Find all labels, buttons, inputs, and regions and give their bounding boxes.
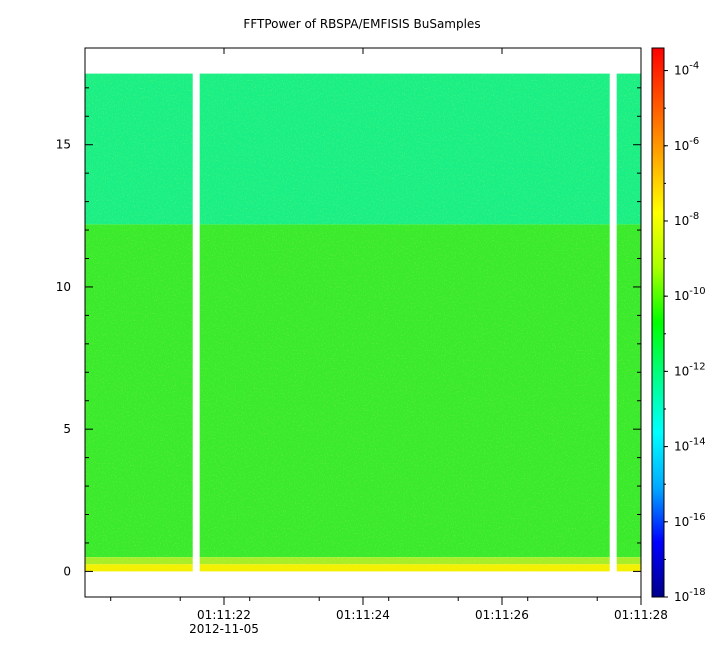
colorbar-tick-label: 10-6 (674, 136, 699, 153)
x-tick-label: 01:11:26 (475, 608, 529, 622)
spectrogram-texture (85, 73, 641, 572)
x-tick-label: 01:11:24 (336, 608, 390, 622)
data-gap (609, 72, 617, 573)
plot-area (84, 47, 642, 598)
colorbar-scale (651, 47, 665, 598)
x-tick-label: 01:11:28 (614, 608, 668, 622)
x-date-label: 2012-11-05 (189, 622, 259, 636)
chart-title: FFTPower of RBSPA/EMFISIS BuSamples (243, 17, 481, 31)
y-axis: 0 5 10 15 (56, 87, 641, 578)
y-tick-label: 5 (63, 422, 71, 436)
colorbar-tick-label: 10-16 (674, 512, 706, 529)
x-axis: 01:11:22 01:11:24 01:11:26 01:11:28 2012-11-… (110, 48, 668, 636)
y-tick-label: 10 (56, 280, 71, 294)
colorbar: 10-18 10-16 10-14 10-12 10-10 10-8 10-6 10-4 (651, 47, 706, 604)
x-tick-label: 01:11:22 (197, 608, 251, 622)
colorbar-tick-label: 10-4 (674, 61, 699, 78)
colorbar-tick-label: 10-10 (674, 286, 706, 303)
colorbar-tick-label: 10-12 (674, 361, 706, 378)
colorbar-tick-label: 10-8 (674, 211, 699, 228)
y-tick-label: 15 (56, 138, 71, 152)
spectrogram-bands (85, 73, 641, 572)
colorbar-tick-label: 10-14 (674, 437, 706, 454)
data-gap (192, 72, 200, 573)
colorbar-tick-label: 10-18 (674, 587, 706, 604)
y-tick-label: 0 (63, 564, 71, 578)
